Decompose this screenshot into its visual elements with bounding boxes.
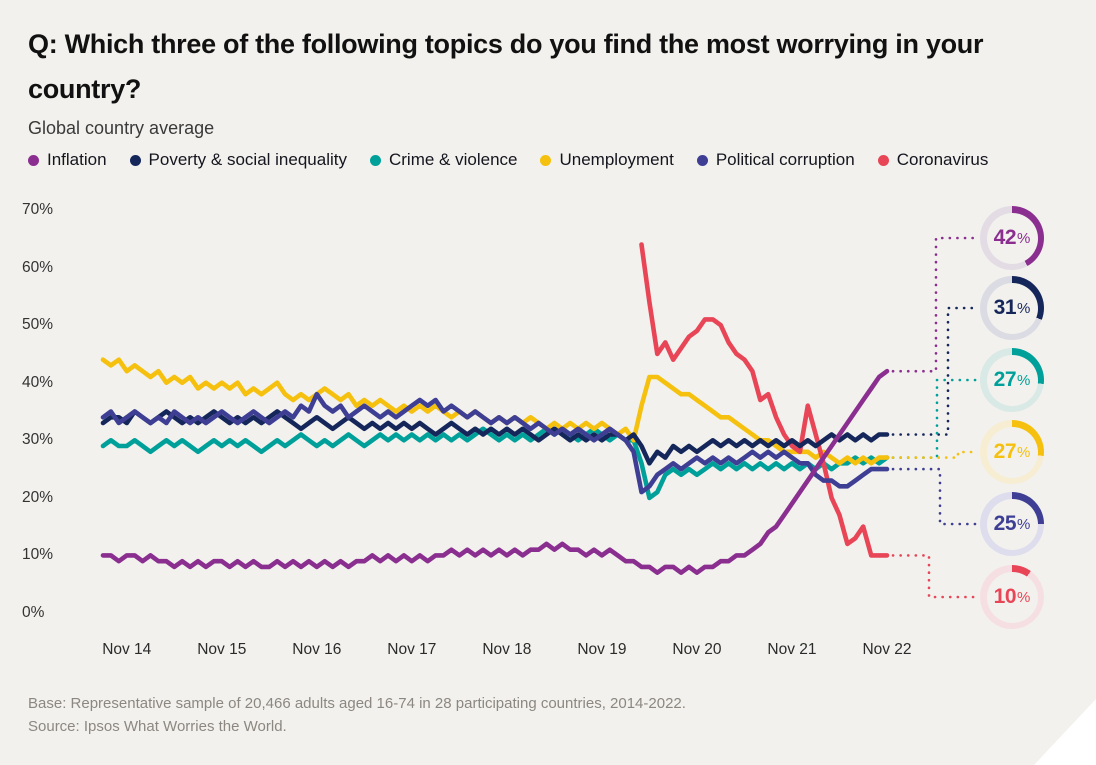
badge-percent-sign: % [1017, 371, 1031, 389]
badge-percent-sign: % [1017, 515, 1031, 533]
x-tick-label: Nov 22 [862, 641, 912, 658]
legend-dot-icon [877, 154, 889, 166]
leader-dots-crime-violence [891, 378, 979, 459]
legend-label: Political corruption [715, 150, 855, 169]
legend-dot-icon [369, 154, 381, 166]
legend-label: Inflation [47, 150, 107, 169]
legend-item-crime-violence: Crime & violence [369, 150, 518, 170]
y-tick-label: 40% [22, 373, 54, 391]
badge-inner: 10% [986, 571, 1038, 623]
badge-percent-sign: % [1017, 443, 1031, 461]
value-badge-political-corruption: 25% [980, 492, 1044, 556]
value-badge-crime-violence: 27% [980, 348, 1044, 412]
legend-label: Unemployment [559, 150, 674, 169]
y-tick-label: 0% [22, 604, 45, 621]
leader-dots-unemployment [891, 450, 979, 459]
series-line-political-corruption [100, 391, 890, 495]
badge-percent-sign: % [1017, 588, 1031, 606]
chart-legend: Inflation Poverty & social inequality Crim… [28, 150, 1078, 170]
y-tick-label: 50% [22, 316, 54, 334]
legend-dot-icon [28, 154, 39, 166]
legend-dot-icon [540, 154, 552, 166]
badge-inner: 31% [986, 282, 1038, 334]
page-title: Q: Which three of the following topics d… [28, 22, 1058, 112]
badge-value: 27 [993, 368, 1017, 391]
legend-dot-icon [129, 154, 141, 166]
series-line-coronavirus [639, 242, 890, 558]
value-badge-coronavirus: 10% [980, 565, 1044, 629]
legend-dot-icon [696, 154, 708, 166]
leader-dots-inflation [891, 236, 979, 373]
x-tick-label: Nov 17 [387, 641, 437, 658]
leader-dots-coronavirus [891, 554, 979, 599]
badge-value: 31 [993, 296, 1017, 319]
badge-value: 27 [993, 440, 1017, 463]
legend-label: Coronavirus [896, 150, 989, 169]
badge-value: 10 [993, 585, 1017, 608]
value-badge-poverty-social-inequality: 31% [980, 276, 1044, 340]
y-tick-label: 20% [22, 488, 54, 506]
legend-item-coronavirus: Coronavirus [877, 150, 989, 170]
leader-dots-poverty-social-inequality [891, 306, 979, 436]
badge-inner: 27% [986, 426, 1038, 478]
x-tick-label: Nov 15 [197, 641, 247, 658]
series-line-inflation [100, 368, 890, 576]
badge-value: 42 [993, 226, 1017, 249]
legend-item-unemployment: Unemployment [540, 150, 674, 170]
badge-inner: 25% [986, 498, 1038, 550]
value-badge-inflation: 42% [980, 206, 1044, 270]
y-tick-label: 70% [22, 201, 54, 218]
badge-percent-sign: % [1017, 229, 1031, 247]
chart-subtitle: Global country average [28, 118, 215, 138]
legend-label: Crime & violence [388, 150, 518, 169]
legend-item-political-corruption: Political corruption [696, 150, 855, 170]
badge-inner: 27% [986, 354, 1038, 406]
legend-item-inflation: Inflation [28, 150, 107, 170]
x-tick-label: Nov 19 [577, 641, 627, 658]
x-tick-label: Nov 20 [672, 641, 722, 658]
x-tick-label: Nov 18 [482, 641, 532, 658]
badge-inner: 42% [986, 212, 1038, 264]
y-tick-label: 30% [22, 431, 54, 449]
x-tick-label: Nov 16 [292, 641, 342, 658]
badge-value: 25 [993, 512, 1017, 535]
badge-percent-sign: % [1017, 299, 1031, 317]
y-tick-label: 10% [22, 546, 54, 564]
x-tick-label: Nov 21 [767, 641, 817, 658]
series-line-crime-violence [100, 426, 890, 501]
footer-source-note: Source: Ipsos What Worries the World. [28, 718, 287, 735]
footer-base-note: Base: Representative sample of 20,466 ad… [28, 695, 686, 712]
legend-label: Poverty & social inequality [148, 150, 347, 169]
value-badge-unemployment: 27% [980, 420, 1044, 484]
y-tick-label: 60% [22, 258, 54, 276]
title-line-1: Q: Which three of the following topics d… [28, 29, 984, 59]
legend-item-poverty-social-inequality: Poverty & social inequality [129, 150, 347, 170]
x-tick-label: Nov 14 [102, 641, 152, 658]
leader-dots-political-corruption [891, 467, 979, 526]
title-line-2: country? [28, 74, 142, 104]
chart-footer: Base: Representative sample of 20,466 ad… [28, 692, 686, 738]
